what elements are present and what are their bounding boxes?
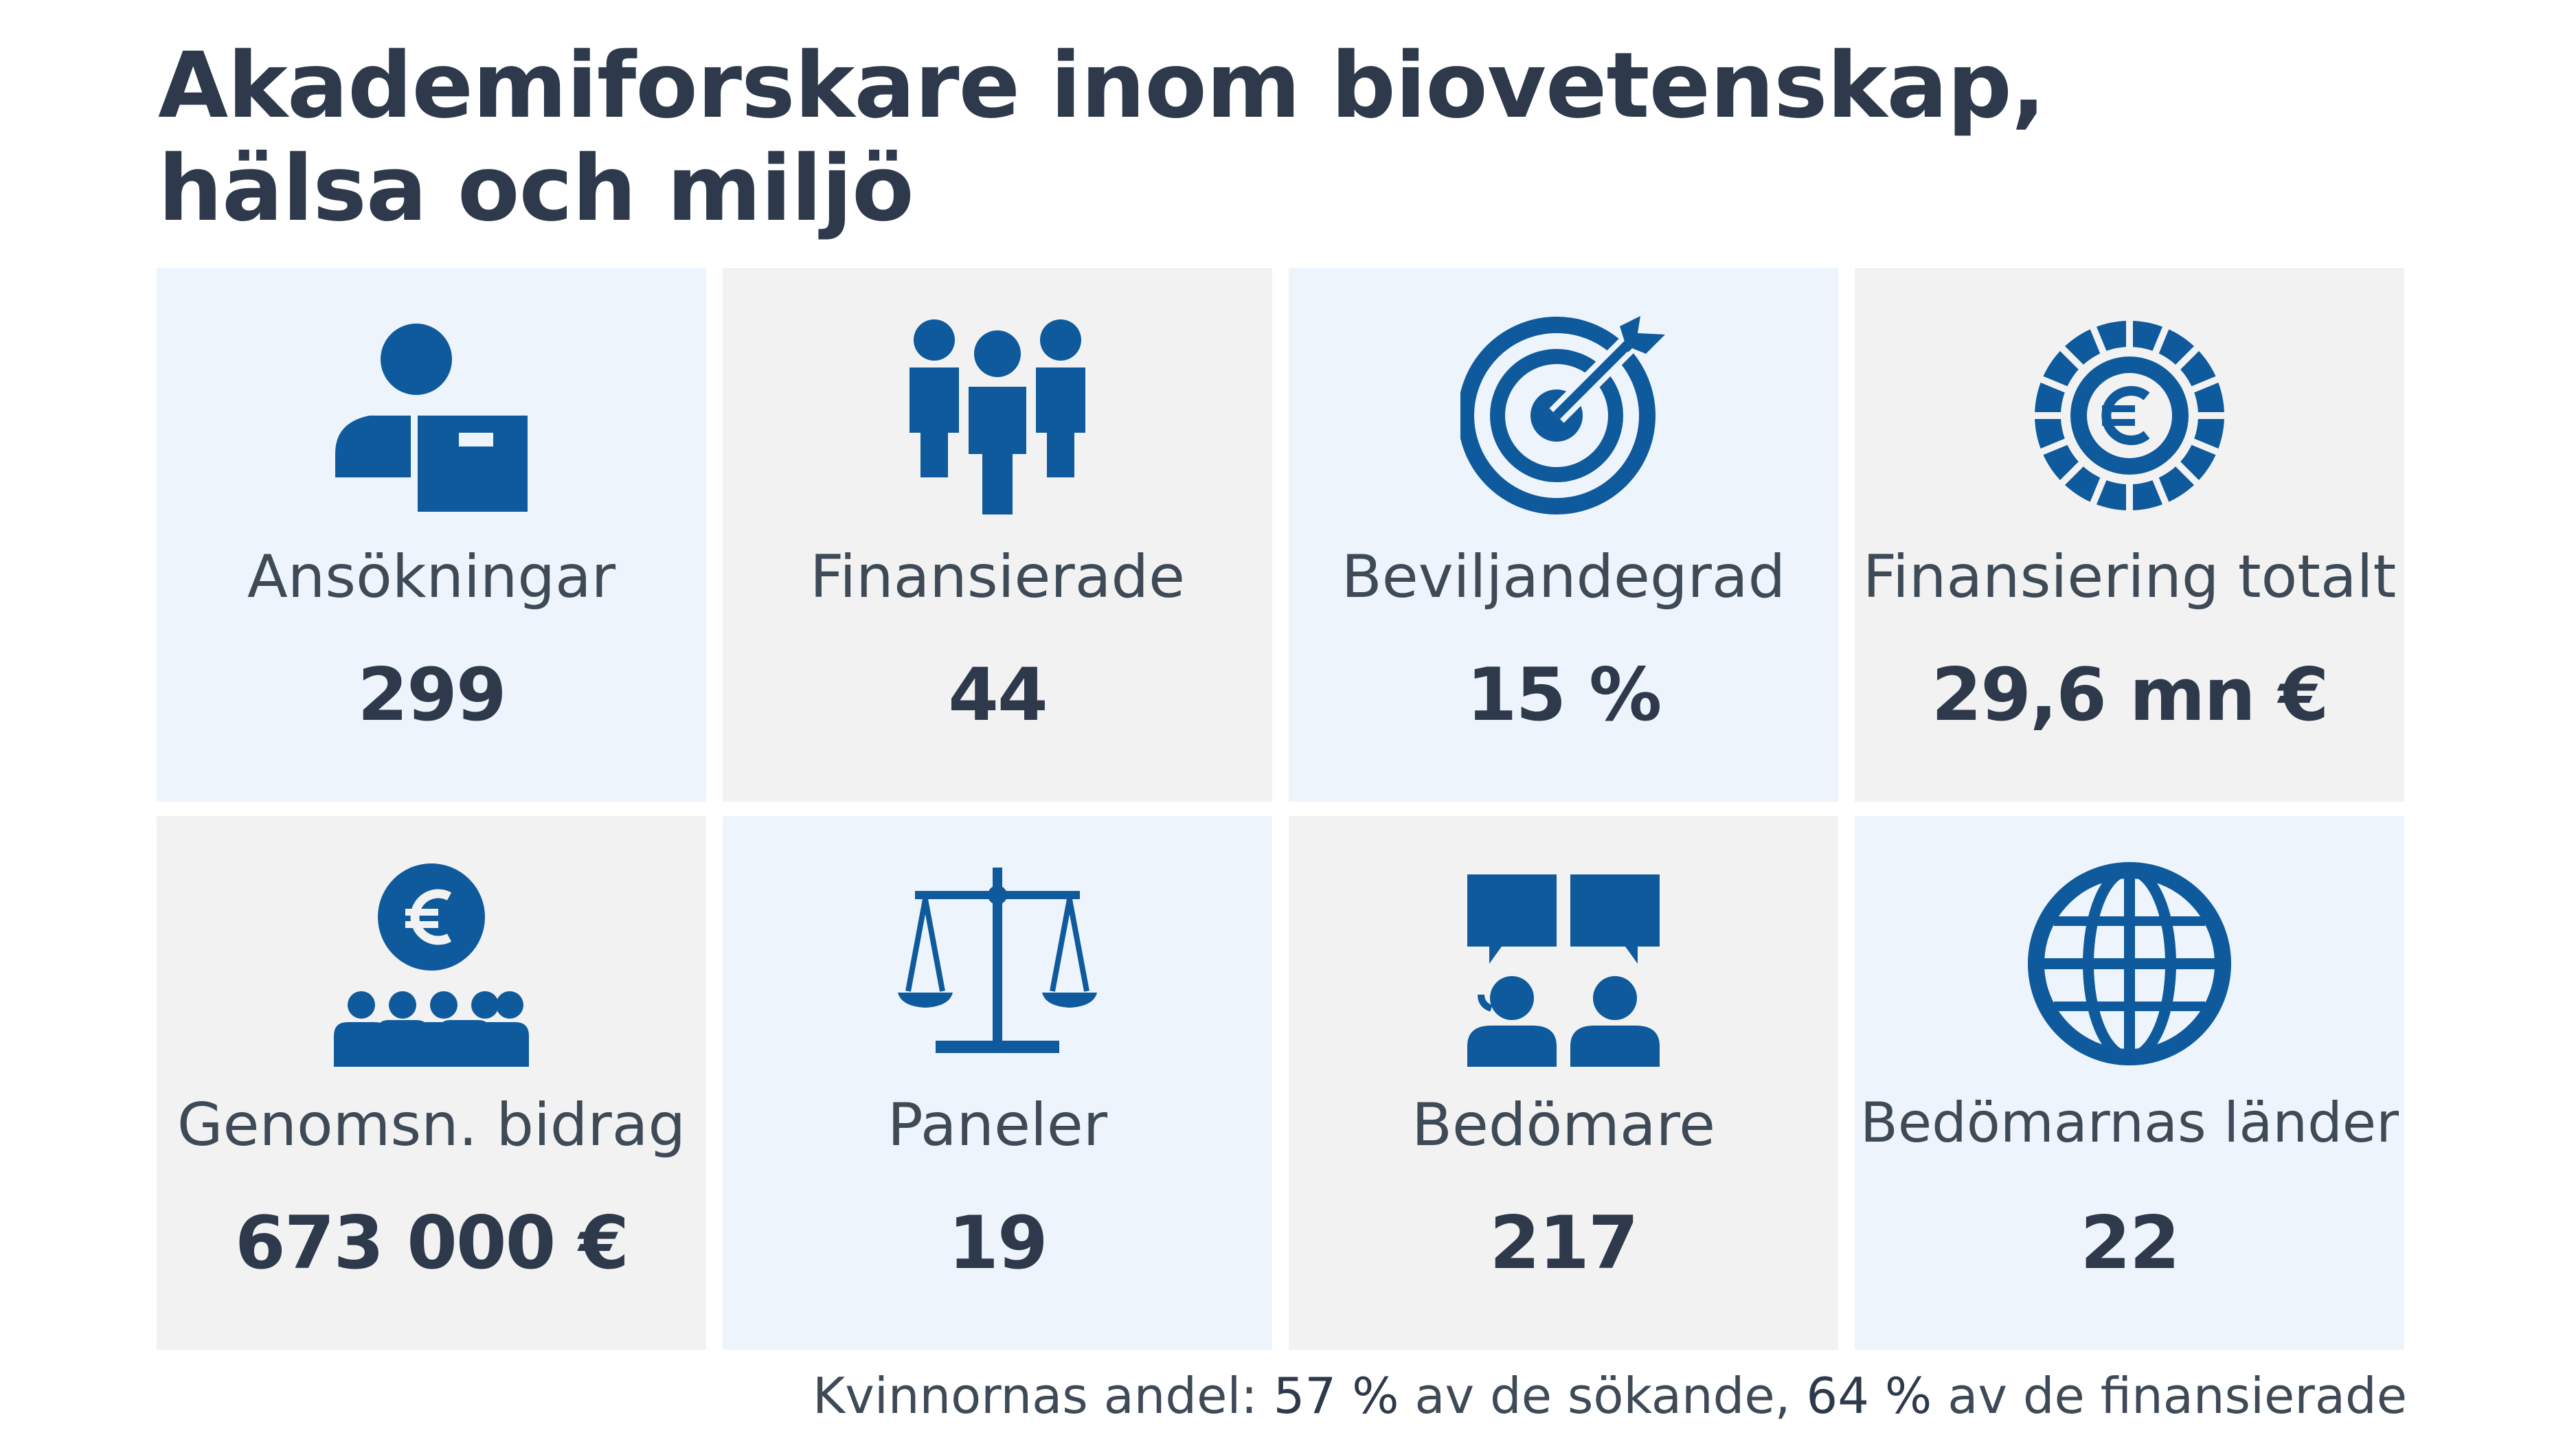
- tile-reviewer-countries: Bedömarnas länder 22: [1855, 816, 2404, 1350]
- group-icon: [894, 313, 1100, 519]
- reviewers-icon: [1460, 861, 1667, 1067]
- tile-approval-rate: Beviljandegrad 15 %: [1289, 268, 1838, 802]
- tile-label: Beviljandegrad: [1341, 543, 1786, 611]
- women-share-note: Kvinnornas andel: 57 % av de sökande, 64…: [813, 1367, 2407, 1425]
- tile-value: 217: [1489, 1201, 1638, 1285]
- tile-value: 299: [357, 653, 506, 737]
- tile-value: 19: [948, 1201, 1048, 1285]
- tile-total-funding: Finansiering totalt 29,6 mn €: [1855, 268, 2404, 802]
- tile-applications: Ansökningar 299: [157, 268, 706, 802]
- scales-icon: [894, 861, 1100, 1067]
- footer-prefix: Kvinnornas andel:: [813, 1367, 1274, 1425]
- globe-icon: [2026, 861, 2233, 1067]
- tile-label: Genomsn. bidrag: [177, 1091, 686, 1159]
- tile-label: Bedömare: [1412, 1091, 1715, 1159]
- tile-reviewers: Bedömare 217: [1289, 816, 1838, 1350]
- tile-value: 22: [2080, 1201, 2180, 1285]
- footer-pct-applicants: 57 %: [1273, 1367, 1399, 1425]
- tile-funded: Finansierade 44: [723, 268, 1272, 802]
- footer-pct-funded: 64 %: [1806, 1367, 1932, 1425]
- title-line-2: hälsa och miljö: [158, 136, 914, 242]
- tile-value: 44: [948, 653, 1048, 737]
- tile-value: 15 %: [1466, 653, 1662, 737]
- applicant-icon: [328, 313, 534, 519]
- tile-label: Finansiering totalt: [1862, 543, 2397, 611]
- tile-value: 29,6 mn €: [1931, 653, 2329, 737]
- title-line-1: Akademiforskare inom biovetenskap,: [158, 33, 2046, 139]
- page-title: Akademiforskare inom biovetenskap, hälsa…: [158, 34, 2356, 240]
- tile-panels: Paneler 19: [723, 816, 1272, 1350]
- target-icon: [1460, 313, 1667, 519]
- footer-suffix: av de finansierade: [1932, 1367, 2407, 1425]
- tile-label: Finansierade: [810, 543, 1185, 611]
- euro-coin-icon: [2026, 313, 2233, 519]
- tile-label: Paneler: [887, 1091, 1108, 1159]
- tile-label: Ansökningar: [247, 543, 616, 611]
- tile-value: 673 000 €: [234, 1201, 629, 1285]
- tile-average-grant: Genomsn. bidrag 673 000 €: [157, 816, 706, 1350]
- tile-label: Bedömarnas länder: [1860, 1091, 2399, 1155]
- euro-people-icon: [328, 861, 534, 1067]
- footer-mid: av de sökande,: [1399, 1367, 1807, 1425]
